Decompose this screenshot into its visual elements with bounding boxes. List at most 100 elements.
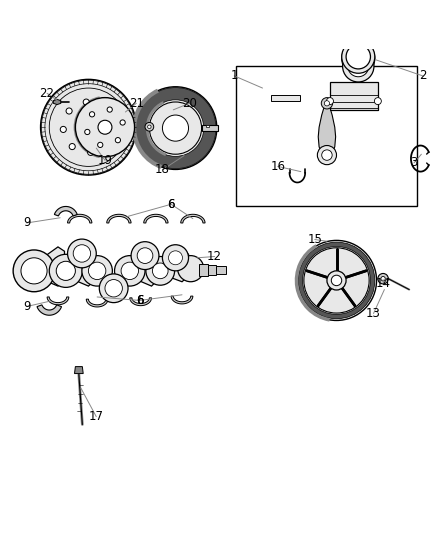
Polygon shape: [73, 249, 95, 286]
Circle shape: [378, 273, 389, 284]
Text: 6: 6: [136, 294, 144, 307]
Circle shape: [135, 87, 216, 168]
Circle shape: [331, 275, 342, 286]
Text: 12: 12: [207, 250, 222, 263]
Circle shape: [21, 258, 47, 284]
Bar: [208, 265, 215, 275]
Circle shape: [80, 118, 97, 136]
Circle shape: [342, 40, 375, 73]
Circle shape: [298, 242, 375, 319]
Circle shape: [342, 42, 375, 75]
Text: 6: 6: [136, 294, 144, 307]
Circle shape: [105, 140, 111, 147]
Text: 9: 9: [23, 216, 30, 230]
Circle shape: [99, 274, 128, 303]
Text: 1: 1: [230, 69, 238, 83]
Polygon shape: [305, 271, 332, 306]
Circle shape: [83, 99, 89, 105]
Text: 2: 2: [419, 69, 427, 83]
Circle shape: [343, 51, 374, 82]
Circle shape: [98, 120, 112, 134]
Circle shape: [148, 125, 151, 128]
Polygon shape: [130, 298, 152, 305]
Circle shape: [381, 277, 385, 281]
Text: 18: 18: [155, 164, 170, 176]
Circle shape: [49, 254, 82, 287]
Circle shape: [82, 256, 113, 286]
Polygon shape: [67, 214, 92, 223]
Text: 20: 20: [182, 97, 197, 110]
Circle shape: [66, 108, 72, 114]
Text: 13: 13: [366, 307, 381, 320]
Polygon shape: [47, 297, 69, 305]
Text: 22: 22: [39, 87, 55, 100]
Circle shape: [321, 98, 332, 109]
Circle shape: [75, 98, 134, 157]
Circle shape: [60, 126, 66, 133]
Circle shape: [322, 150, 332, 160]
Circle shape: [149, 102, 201, 154]
Polygon shape: [53, 99, 61, 104]
Polygon shape: [318, 107, 336, 155]
Circle shape: [297, 240, 377, 320]
Circle shape: [98, 142, 103, 148]
Bar: [215, 266, 226, 274]
Polygon shape: [107, 214, 131, 223]
Polygon shape: [181, 214, 205, 223]
Circle shape: [73, 245, 91, 262]
Circle shape: [69, 143, 75, 150]
Circle shape: [45, 84, 132, 171]
Bar: [206, 125, 209, 127]
Bar: [271, 95, 300, 101]
Circle shape: [152, 263, 168, 279]
Circle shape: [145, 123, 154, 131]
Polygon shape: [104, 275, 123, 298]
Polygon shape: [342, 271, 368, 306]
Circle shape: [131, 241, 159, 270]
Circle shape: [146, 256, 175, 285]
Bar: [201, 125, 218, 131]
Text: 6: 6: [136, 294, 144, 307]
Text: 17: 17: [89, 410, 104, 423]
Text: 9: 9: [23, 300, 30, 313]
Polygon shape: [86, 299, 108, 307]
Bar: [199, 264, 208, 276]
Circle shape: [67, 239, 96, 268]
Polygon shape: [37, 305, 61, 315]
Text: 21: 21: [129, 97, 144, 110]
Polygon shape: [307, 249, 336, 278]
Circle shape: [121, 262, 138, 279]
Circle shape: [88, 149, 94, 156]
Circle shape: [88, 262, 106, 279]
Text: 6: 6: [167, 198, 175, 211]
Polygon shape: [336, 249, 366, 278]
Circle shape: [85, 130, 90, 134]
Circle shape: [318, 146, 336, 165]
Circle shape: [13, 250, 55, 292]
Circle shape: [327, 271, 346, 290]
Circle shape: [107, 107, 112, 112]
Bar: [330, 82, 378, 110]
Circle shape: [347, 47, 370, 70]
Circle shape: [102, 105, 108, 111]
Circle shape: [105, 279, 122, 297]
Circle shape: [56, 261, 75, 280]
Circle shape: [374, 98, 381, 104]
Circle shape: [115, 256, 145, 286]
Circle shape: [137, 248, 153, 263]
Circle shape: [162, 245, 188, 271]
Text: 3: 3: [410, 156, 418, 169]
Polygon shape: [318, 287, 355, 312]
Circle shape: [115, 138, 120, 143]
Circle shape: [324, 101, 329, 106]
Polygon shape: [167, 250, 188, 282]
Text: 6: 6: [167, 198, 175, 211]
Polygon shape: [54, 206, 77, 216]
Circle shape: [134, 87, 217, 169]
Circle shape: [169, 251, 183, 265]
Circle shape: [162, 115, 188, 141]
Circle shape: [348, 56, 369, 77]
Circle shape: [120, 120, 125, 125]
Circle shape: [303, 246, 371, 314]
Circle shape: [147, 100, 204, 156]
